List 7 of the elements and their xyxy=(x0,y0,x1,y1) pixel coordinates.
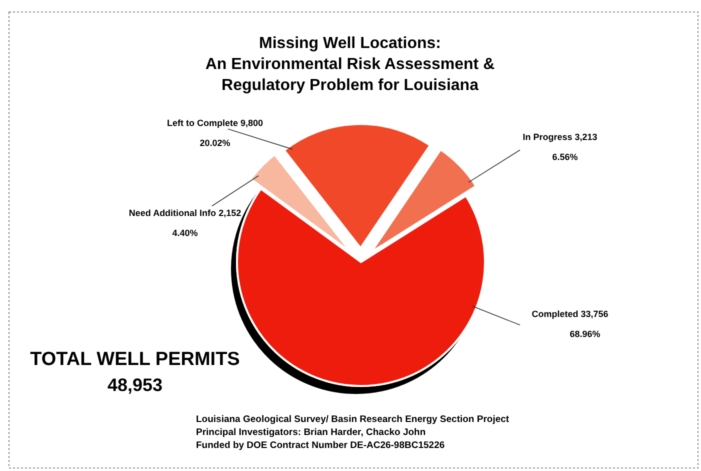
text: Louisiana Geological Survey/ Basin Research Energy Section Project Principal Investigators: Brian Harder, Chacko John Funded by DOE Contract Number DE-AC26-98BC15226 xyxy=(196,414,510,451)
slice-label: Left to Complete xyxy=(166,118,238,128)
slice-label: Completed xyxy=(532,309,578,319)
slice-label: In Progress xyxy=(522,132,572,142)
slice-label: Need Additional Info xyxy=(128,208,216,218)
text: TOTAL WELL PERMITS 48,953 xyxy=(30,349,240,395)
chart-title: Missing Well Locations: An Environmental Risk Assessment & Regulatory Problem for Louisiana xyxy=(205,35,496,94)
